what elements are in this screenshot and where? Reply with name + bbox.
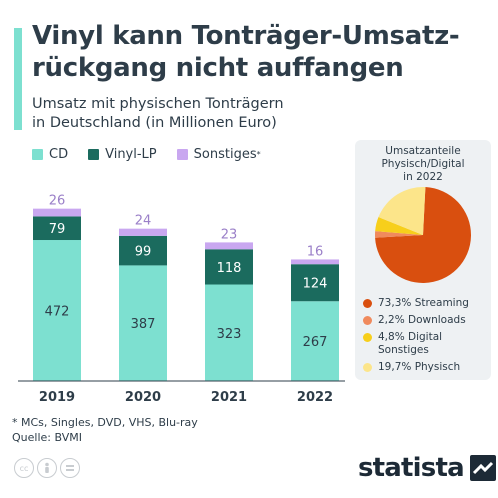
accent-bar [14,28,22,130]
pie-legend-downloads: 2,2% Downloads [363,314,469,327]
bar-2019-cd [33,240,81,381]
legend-item-cd: CD [32,147,68,162]
brand-name: statista [358,453,465,483]
pie-slice-downloads [375,231,423,238]
pie-legend-physical: 19,7% Physisch [363,361,469,374]
chart-legend: CD Vinyl-LP Sonstiges * [32,147,281,162]
pie-label-digital-other-line-2: Sonstiges [378,344,429,356]
category-label-2019: 2019 [39,390,75,405]
pie-slice-digital-sonstiges [375,217,423,235]
pie-slice-physisch [378,187,426,235]
bar-2019-vinyllp [33,216,81,241]
bar-2021-cd [205,284,253,381]
pie-title-line-2: Physisch/Digital [381,158,465,170]
bar-2022-cd [291,301,339,381]
bar-2020-sonstiges [119,228,167,236]
legend-item-other: Sonstiges * [176,147,261,162]
footnote: * MCs, Singles, DVD, VHS, Blu-ray Quelle… [12,415,198,445]
pie-label-digital-other-line-1: 4,8% Digital [378,331,443,343]
pie-label-digital-other: 4,8% Digital Sonstiges [378,331,442,357]
value-label-2019-2: 26 [49,194,66,209]
bar-2021-vinyllp [205,249,253,285]
bar-2019-sonstiges [33,208,81,217]
statista-logo[interactable]: statista [358,453,496,483]
pie-slice-streaming [375,187,471,283]
title-line-1: Vinyl kann Tonträger-Umsatz- [32,21,460,51]
category-label-2022: 2022 [297,390,333,405]
pie-title-line-3: in 2022 [403,171,443,183]
legend-label-cd: CD [49,147,69,162]
value-label-2019-0: 472 [45,305,70,320]
value-label-2021-2: 23 [221,227,238,242]
legend-label-other-sup: * [256,150,261,159]
bar-2022-vinyllp [291,264,339,302]
pie-label-streaming: 73,3% Streaming [378,297,469,309]
category-label-2021: 2021 [211,390,247,405]
category-label-2020: 2020 [125,390,161,405]
legend-label-other: Sonstiges [193,147,257,162]
bar-2020-cd [119,265,167,381]
license-icons[interactable]: cc [14,458,80,478]
bar-2021-sonstiges [205,242,253,250]
cc-icon[interactable]: cc [14,458,34,478]
legend-label-vinyl: Vinyl-LP [105,147,157,162]
chart-subtitle: Umsatz mit physischen Tonträgern in Deut… [32,95,332,133]
legend-swatch-other [176,149,188,160]
pie-legend-digital-other: 4,8% Digital Sonstiges [363,331,469,357]
chart-title: Vinyl kann Tonträger-Umsatz- rückgang ni… [32,20,492,84]
person-icon[interactable] [37,458,57,478]
value-label-2021-1: 118 [217,261,242,276]
dot-streaming [363,299,372,308]
pie-title: Umsatzanteile Physisch/Digital in 2022 [355,145,491,184]
pie-legend: 73,3% Streaming 2,2% Downloads 4,8% Digi… [363,297,469,378]
footnote-definition: * MCs, Singles, DVD, VHS, Blu-ray [12,416,198,429]
value-label-2020-1: 99 [135,245,152,260]
source-label: Quelle: BVMI [12,431,82,444]
legend-swatch-vinyl [88,149,100,160]
statista-mark-icon [469,455,496,481]
value-label-2020-2: 24 [135,214,152,229]
legend-item-vinyl: Vinyl-LP [88,147,157,162]
dot-physical [363,363,372,372]
dot-downloads [363,316,372,325]
bar-2020-vinyllp [119,235,167,266]
legend-swatch-cd [32,149,43,160]
value-label-2022-0: 267 [303,335,328,350]
pie-legend-streaming: 73,3% Streaming [363,297,469,310]
pie-title-line-1: Umsatzanteile [385,145,461,157]
stacked-bar-chart: 472 79 26 2019 387 99 24 2020 323 118 23 2021 267 124… [18,194,345,405]
value-label-2022-1: 124 [303,277,328,292]
subtitle-line-2: in Deutschland (in Millionen Euro) [32,115,277,131]
value-label-2019-1: 79 [49,222,66,237]
dot-digital-other [363,333,372,342]
subtitle-line-1: Umsatz mit physischen Tonträgern [32,96,284,112]
equals-icon[interactable] [60,458,80,478]
pie-label-downloads: 2,2% Downloads [378,314,466,326]
bar-2022-sonstiges [291,259,339,265]
pie-label-physical: 19,7% Physisch [378,361,461,373]
pie-chart [375,187,471,283]
value-label-2021-0: 323 [217,327,242,342]
value-label-2020-0: 387 [131,317,156,332]
title-line-2: rückgang nicht auffangen [32,53,404,83]
value-label-2022-2: 16 [307,244,324,259]
